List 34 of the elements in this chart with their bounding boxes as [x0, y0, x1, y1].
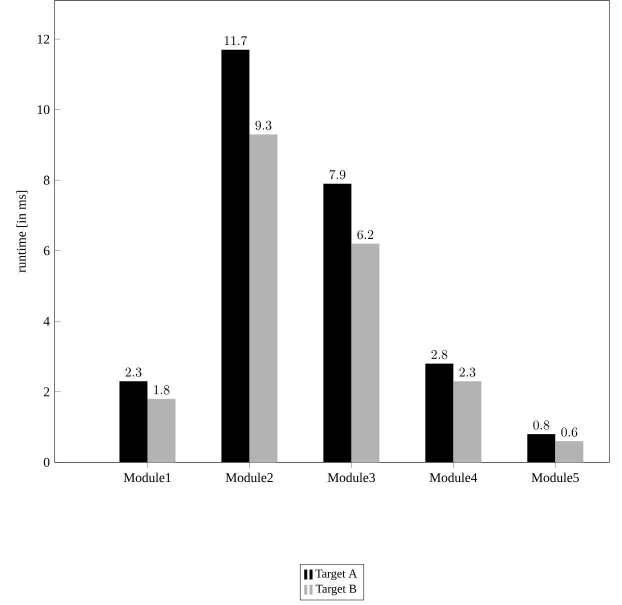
- y-tick-label: 12: [38, 34, 50, 44]
- data-label: 9.3: [255, 120, 272, 130]
- bar: [527, 434, 556, 462]
- data-label: 2.8: [431, 350, 448, 360]
- bar: [453, 381, 482, 462]
- bar: [323, 184, 352, 462]
- data-label: 11 .7: [224, 36, 248, 46]
- x-tick-label: Module2: [226, 472, 273, 482]
- data-label: 7.9: [330, 170, 346, 180]
- bar: [147, 398, 176, 462]
- data-label: 2.3: [459, 368, 476, 377]
- x-tick-label: Module3: [328, 472, 375, 482]
- x-tick-label: Module4: [430, 472, 478, 482]
- y-tick-label: 6: [44, 246, 50, 256]
- y-tick-label: 2: [44, 387, 50, 396]
- bar: [425, 364, 454, 462]
- y-tick-label: 4: [44, 316, 50, 326]
- data-label: 2.3: [126, 368, 142, 377]
- x-tick-label: Module1: [124, 472, 171, 482]
- data-label: 6.2: [357, 230, 374, 240]
- y-axis-title: runtime [in ms]: [16, 190, 28, 273]
- legend-label: Target A: [315, 570, 358, 580]
- bar: [249, 134, 278, 462]
- bar: [351, 244, 380, 462]
- data-label: 0.8: [533, 420, 550, 430]
- data-label: 1 .8: [154, 385, 170, 394]
- y-tick-label: 0: [44, 458, 50, 467]
- bar: [221, 50, 250, 462]
- y-tick-label: 10: [38, 105, 50, 114]
- y-tick-label: 8: [44, 176, 50, 185]
- x-tick-label: Module5: [532, 472, 579, 482]
- bar: [555, 441, 584, 462]
- data-label: 0.6: [561, 428, 578, 437]
- legend-label: Target B: [316, 584, 356, 596]
